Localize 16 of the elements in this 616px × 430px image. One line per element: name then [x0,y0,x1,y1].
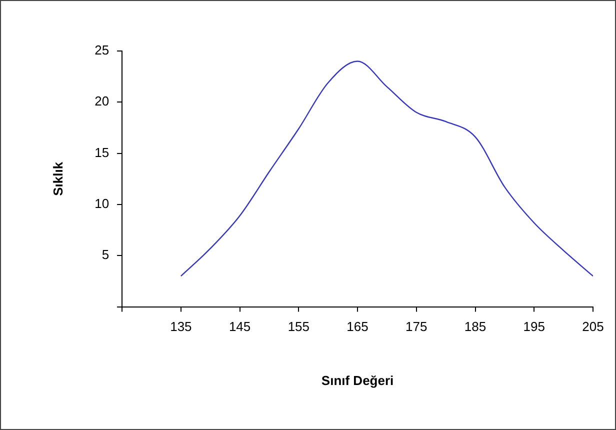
x-tick-label: 155 [288,319,310,334]
x-tick-label: 185 [464,319,486,334]
x-tick-label: 175 [406,319,428,334]
y-tick-label: 15 [94,144,110,160]
y-axis-title: Sıklık [50,161,66,196]
y-tick-label: 10 [94,196,110,212]
y-tick-label: 5 [102,247,110,262]
y-tick-label: 20 [94,94,110,109]
x-tick-label: 195 [523,319,545,334]
x-tick-label: 135 [170,319,192,334]
y-tick-label: 25 [94,42,110,58]
line-series [180,60,593,277]
x-tick-label: 165 [346,319,368,334]
x-tick-label: 205 [582,319,604,334]
x-axis-title: Sınıf Değeri [321,372,394,388]
x-tick-label: 145 [228,319,251,334]
